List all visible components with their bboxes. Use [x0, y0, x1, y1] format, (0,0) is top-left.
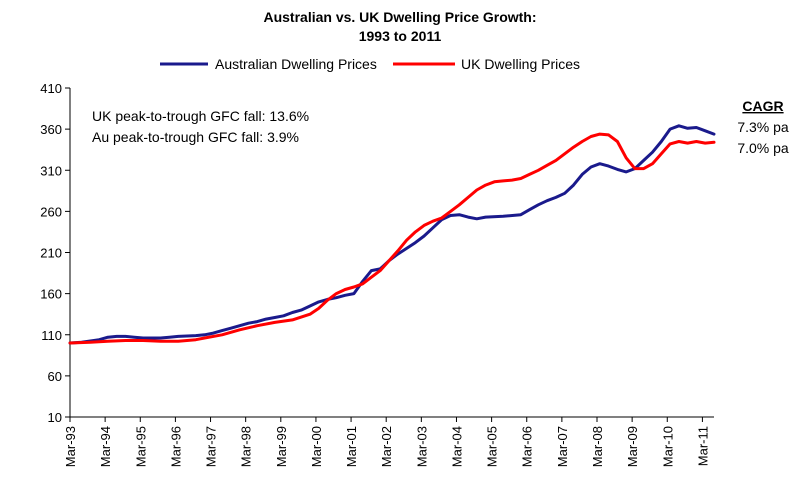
annotation-uk-fall: UK peak-to-trough GFC fall: 13.6% [92, 108, 309, 124]
x-tick-label: Mar-01 [344, 426, 359, 467]
x-tick-label: Mar-11 [695, 426, 710, 466]
y-tick-label: 360 [40, 122, 62, 137]
cagr-australia: 7.3% pa [737, 119, 789, 135]
x-tick-label: Mar-03 [414, 426, 429, 467]
chart-title: Australian vs. UK Dwelling Price Growth: [263, 9, 537, 25]
chart-subtitle: 1993 to 2011 [358, 28, 442, 44]
annotation-au-fall: Au peak-to-trough GFC fall: 3.9% [92, 129, 299, 145]
x-tick-label: Mar-07 [555, 426, 570, 467]
x-tick-label: Mar-05 [485, 426, 500, 467]
legend-label-australia: Australian Dwelling Prices [215, 56, 377, 72]
y-tick-label: 210 [40, 246, 62, 261]
y-tick-label: 60 [48, 369, 62, 384]
x-tick-label: Mar-95 [133, 426, 148, 467]
x-tick-label: Mar-93 [63, 426, 78, 467]
x-tick-label: Mar-04 [449, 426, 464, 467]
x-tick-label: Mar-02 [379, 426, 394, 467]
x-tick-label: Mar-08 [590, 426, 605, 467]
y-tick-label: 110 [41, 328, 62, 343]
x-tick-label: Mar-00 [309, 426, 324, 467]
y-tick-label: 10 [48, 410, 62, 425]
x-tick-label: Mar-06 [520, 426, 535, 467]
y-tick-label: 260 [40, 204, 62, 219]
x-tick-label: Mar-99 [274, 426, 289, 467]
x-tick-label: Mar-09 [625, 426, 640, 467]
series-layer [68, 124, 716, 345]
y-tick-label: 410 [40, 81, 62, 96]
legend-label-uk: UK Dwelling Prices [461, 56, 580, 72]
x-tick-label: Mar-98 [239, 426, 254, 467]
series-line-australia [68, 124, 716, 345]
y-tick-label: 310 [40, 163, 62, 178]
series-line-uk [68, 132, 716, 345]
x-tick-label: Mar-97 [204, 426, 219, 467]
cagr-uk: 7.0% pa [737, 140, 789, 156]
legend: Australian Dwelling Prices UK Dwelling P… [160, 56, 580, 72]
axes: 10 60 110 160 210 260 310 360 410 Mar-93 Mar-94 Mar… [40, 81, 714, 467]
x-tick-label: Mar-10 [660, 426, 675, 467]
cagr-heading: CAGR [742, 98, 783, 114]
x-tick-label: Mar-94 [98, 426, 113, 467]
y-tick-label: 160 [40, 287, 62, 302]
x-tick-label: Mar-96 [168, 426, 183, 467]
